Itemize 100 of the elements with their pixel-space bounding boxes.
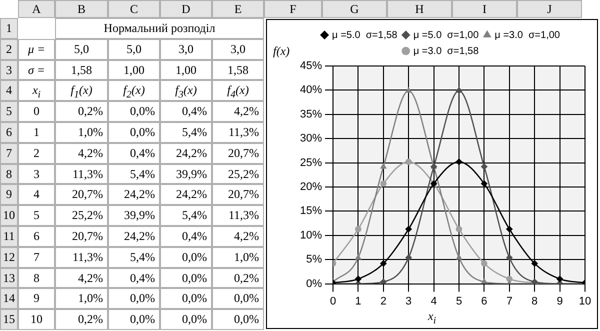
text: 25,2% [212,164,264,184]
point [506,254,513,261]
x-tick-label: 3 [406,295,412,308]
text: 24,2% [108,184,160,206]
text: 0,4% [108,268,160,288]
text: 8 [0,164,18,184]
point [456,226,462,232]
y-tick-label: 5% [306,254,322,266]
text: 5,4% [108,164,160,184]
text: 0,0% [212,288,264,310]
text: x$_{i}$ [18,80,55,102]
text: 4,2% [212,226,264,247]
text: 9 [0,184,18,206]
y-tick-label: 35% [300,108,322,120]
text: 6 [0,122,18,143]
point [380,278,387,284]
text: H [387,0,452,18]
y-axis-title: f(x) [273,44,290,58]
point [380,164,386,169]
text: 1,58 [55,60,108,80]
legend-label: μ =3.0 σ=1,58 [413,46,480,57]
text: F [264,0,322,18]
text: 0,0% [160,268,212,288]
text: 0,0% [160,309,212,330]
text: 12 [6,21,12,56]
y-tick-label: 25% [300,156,322,169]
text: 0,4% [108,142,160,164]
x-tick-label: 9 [556,295,563,308]
text: 11 [0,226,18,247]
x-tick-label: 1 [355,295,362,308]
text: 39,9% [108,205,160,226]
text: Нормальний розподіл [55,18,264,39]
point [405,226,412,232]
text: 1,0% [55,288,108,310]
text: 5,4% [160,122,212,143]
point [380,180,387,187]
point [355,276,362,282]
text: E [212,0,264,18]
x-tick-label: 5 [456,295,462,308]
y-tick-label: 40% [300,84,322,96]
x-tick-label: 6 [481,295,488,308]
text: 7 [0,142,18,164]
x-tick-label: 8 [532,295,538,308]
text: 2 [18,142,55,164]
text: 5 [18,205,55,226]
x-tick-label: 10 [578,295,592,308]
point [355,254,362,260]
text: 1,00 [108,60,160,80]
text: 1 [18,122,55,143]
point [506,226,513,232]
text: 0 [18,101,55,122]
text: 13 [0,268,18,288]
point [456,88,462,94]
legend-label: μ =3.0 σ=1,00 [494,30,560,41]
text: 4 [230,90,236,101]
text: 8 [18,268,55,288]
text: 11,3% [212,205,264,226]
point [380,260,387,267]
text: 5,4% [160,205,212,226]
legend-label: μ =5.0 σ=1,00 [413,30,480,41]
text: 24,2% [160,142,212,164]
text: 24,2% [108,226,160,247]
text: 1,0% [55,122,108,143]
text: 5 [0,101,18,122]
point [481,164,488,170]
point [406,88,412,93]
text: 39,9% [160,164,212,184]
text: 25,2% [55,205,108,226]
point [481,260,488,267]
point [405,158,412,165]
text: 0,0% [108,309,160,330]
point [456,158,462,165]
text: 5,0 [108,38,160,60]
text: 14 [0,288,18,310]
y-tick-label: 10% [300,229,322,242]
text: 3 [6,62,12,77]
y-tick-label: 30% [300,132,322,145]
text: 11,3% [55,164,108,184]
x-tick-label: 7 [506,295,512,308]
point [531,260,538,267]
text: C [108,0,160,18]
legend-label: μ =5.0 σ=1,58 [332,30,398,41]
text: 10 [18,309,55,330]
point [481,180,488,187]
text: 10 [0,205,18,226]
text: 3 [18,164,55,184]
text: 0,2% [55,101,108,122]
y-tick-label: 15% [300,205,322,218]
text: 11,3% [212,122,264,143]
point [405,254,412,261]
text: 0,2% [212,268,264,288]
text: J [517,0,582,18]
text: 12 [0,246,18,268]
text: 11,3% [55,246,108,268]
x-tick-label: 0 [330,295,336,308]
text: 7 [18,246,55,268]
point [355,226,362,232]
text: 4,2% [55,268,108,288]
text: 1,0% [212,246,264,268]
point [481,278,488,284]
